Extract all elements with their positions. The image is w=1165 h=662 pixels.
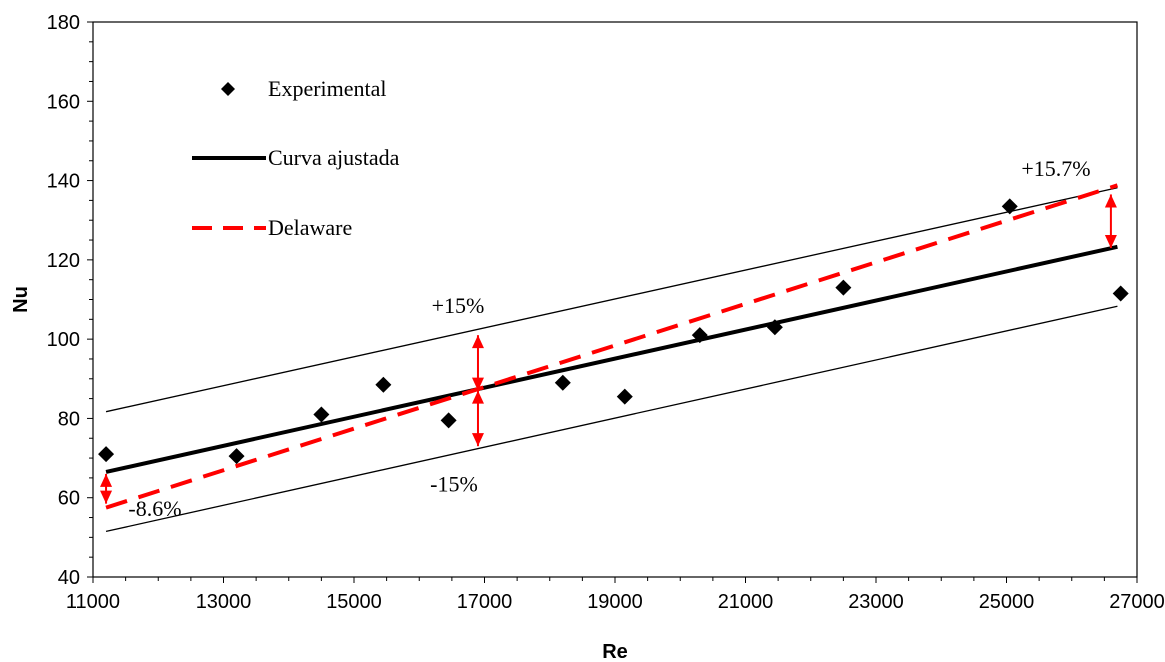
x-tick-label: 21000 (718, 591, 774, 613)
deviation-label: -8.6% (128, 496, 181, 521)
legend: Experimental Curva ajustada Delaware (192, 76, 400, 240)
arrow-head (100, 490, 113, 504)
x-tick-label: 11000 (66, 591, 120, 613)
legend-label-delaware: Delaware (268, 215, 352, 240)
annotations: +15% -15% +15.7% -8.6% (100, 156, 1117, 521)
y-tick-label: 100 (47, 329, 80, 351)
arrow-head (1104, 234, 1117, 248)
experimental-point (691, 327, 708, 344)
x-tick-label: 25000 (979, 591, 1035, 613)
plot-marks (98, 183, 1129, 533)
experimental-point (98, 446, 115, 463)
y-tick-label: 160 (47, 91, 80, 113)
experimental-point (766, 319, 783, 336)
arrow-head (471, 390, 484, 404)
x-tick-label: 13000 (196, 591, 252, 613)
y-tick-label: 40 (58, 567, 80, 589)
x-tick-label: 27000 (1109, 591, 1165, 613)
bound-line (105, 305, 1118, 533)
y-tick-label: 60 (58, 488, 80, 510)
axes: 11000 13000 15000 17000 19000 21000 23000 25000… (10, 12, 1165, 662)
y-axis-title: Nu (10, 286, 32, 313)
experimental-point (375, 376, 392, 393)
experimental-point (440, 412, 457, 429)
y-tick-label: 80 (58, 408, 80, 430)
experimental-point (1112, 285, 1129, 302)
y-tick-label: 140 (47, 171, 80, 193)
x-axis-title: Re (602, 641, 628, 662)
x-tick-label: 23000 (848, 591, 904, 613)
arrow-head (471, 433, 484, 447)
experimental-point (228, 448, 245, 465)
arrow-head (100, 473, 113, 487)
legend-marker-experimental (221, 82, 235, 96)
y-tick-label: 120 (47, 250, 80, 272)
legend-label-experimental: Experimental (268, 76, 387, 101)
x-tick-label: 15000 (326, 591, 382, 613)
experimental-point (835, 279, 852, 296)
delaware-line (105, 183, 1119, 510)
deviation-label: +15.7% (1021, 156, 1090, 181)
deviation-label: -15% (430, 471, 478, 496)
x-tick-label: 17000 (457, 591, 513, 613)
x-tick-label: 19000 (587, 591, 643, 613)
experimental-point (616, 388, 633, 405)
experimental-point (554, 374, 571, 391)
arrow-head (471, 335, 484, 349)
y-tick-label: 180 (47, 12, 80, 34)
experimental-point (313, 406, 330, 423)
experimental-point (1001, 198, 1018, 215)
legend-label-curva: Curva ajustada (268, 145, 400, 170)
arrow-head (1104, 194, 1117, 208)
arrow-head (471, 377, 484, 391)
fitted-curve-line (105, 244, 1118, 474)
deviation-label: +15% (432, 293, 485, 318)
bound-line (105, 187, 1118, 413)
